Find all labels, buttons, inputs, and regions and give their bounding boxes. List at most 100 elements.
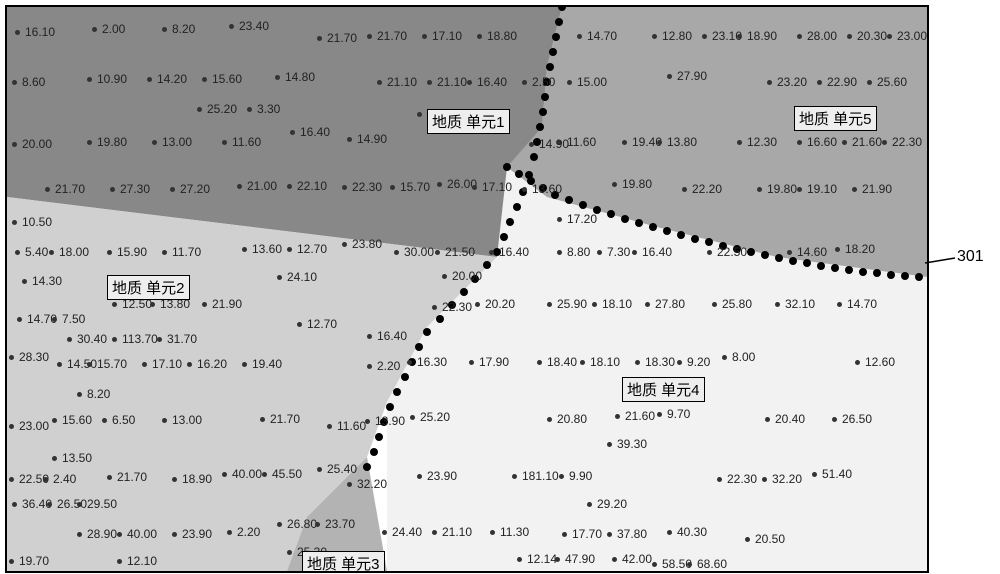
data-point: 9.90 — [569, 469, 592, 483]
boundary-dot — [775, 254, 783, 262]
boundary-dot — [901, 272, 909, 280]
boundary-dot — [515, 170, 523, 178]
data-point: 10.90 — [97, 72, 127, 86]
data-point: 23.20 — [777, 75, 807, 89]
data-point: 15.60 — [212, 72, 242, 86]
boundary-dot — [887, 271, 895, 279]
data-point: 18.20 — [845, 242, 875, 256]
data-point: 12.30 — [747, 135, 777, 149]
data-point: 10.50 — [22, 215, 52, 229]
data-point: 25.80 — [722, 297, 752, 311]
data-point: 25.20 — [207, 102, 237, 116]
data-point: 19.80 — [767, 182, 797, 196]
data-point: 39.30 — [617, 437, 647, 451]
boundary-dot — [747, 248, 755, 256]
data-point: 13.80 — [667, 135, 697, 149]
data-point: 19.80 — [622, 177, 652, 191]
boundary-dot — [370, 448, 378, 456]
data-point: 2.20 — [377, 359, 400, 373]
boundary-dot — [831, 264, 839, 272]
data-point: 18.10 — [590, 355, 620, 369]
boundary-dot — [436, 315, 444, 323]
data-point: 32.20 — [357, 477, 387, 491]
data-point: 32.20 — [772, 472, 802, 486]
data-point: 17.20 — [567, 212, 597, 226]
data-point: 181.10 — [522, 469, 559, 483]
data-point: 7.30 — [607, 245, 630, 259]
region-label-5: 地质 单元5 — [794, 106, 877, 131]
data-point: 31.70 — [167, 332, 197, 346]
data-point: 22.10 — [297, 179, 327, 193]
data-point: 21.70 — [55, 182, 85, 196]
data-point: 22.30 — [352, 180, 382, 194]
data-point: 8.80 — [567, 245, 590, 259]
boundary-dot — [375, 433, 383, 441]
region-label-3: 地质 单元3 — [302, 551, 385, 573]
data-point: 40.00 — [127, 527, 157, 541]
data-point: 21.10 — [387, 75, 417, 89]
boundary-dot — [363, 463, 371, 471]
data-point: 22.50 — [717, 245, 747, 259]
data-point: 16.30 — [417, 355, 447, 369]
data-point: 51.40 — [822, 467, 852, 481]
data-point: 19.80 — [97, 135, 127, 149]
data-point: 14.90 — [357, 132, 387, 146]
data-point: 16.40 — [499, 245, 529, 259]
boundary-dot — [761, 251, 769, 259]
data-point: 25.20 — [420, 410, 450, 424]
data-point: 17.70 — [572, 527, 602, 541]
data-point: 42.00 — [622, 552, 652, 566]
boundary-dot — [555, 18, 563, 26]
data-point: 15.90 — [117, 245, 147, 259]
data-point: 32.10 — [785, 297, 815, 311]
boundary-dot — [579, 201, 587, 209]
data-point: 21.50 — [445, 245, 475, 259]
boundary-dot — [460, 288, 468, 296]
boundary-dot — [415, 343, 423, 351]
data-point: 24.40 — [392, 525, 422, 539]
data-point: 16.60 — [807, 135, 837, 149]
data-point: 28.30 — [19, 350, 49, 364]
boundary-dot — [705, 238, 713, 246]
data-point: 26.50 — [57, 497, 87, 511]
data-point: 6.50 — [112, 413, 135, 427]
boundary-dot — [503, 163, 511, 171]
data-point: 22.90 — [827, 75, 857, 89]
data-point: 26.80 — [287, 517, 317, 531]
data-point: 22.30 — [892, 135, 922, 149]
boundary-dot — [423, 328, 431, 336]
data-point: 37.80 — [617, 527, 647, 541]
data-point: 17.10 — [152, 357, 182, 371]
data-point: 21.00 — [247, 179, 277, 193]
data-point: 9.70 — [667, 407, 690, 421]
data-point: 21.90 — [212, 297, 242, 311]
data-point: 11.60 — [232, 135, 261, 149]
data-point: 25.60 — [877, 75, 907, 89]
data-point: 21.70 — [327, 31, 357, 45]
boundary-dot — [552, 33, 560, 41]
data-point: 40.30 — [677, 525, 707, 539]
data-point: 21.10 — [437, 75, 467, 89]
data-point: 16.40 — [642, 245, 672, 259]
data-point: 16.40 — [377, 329, 407, 343]
data-point: 26.50 — [842, 412, 872, 426]
boundary-dot — [549, 48, 557, 56]
boundary-dot — [663, 227, 671, 235]
data-point: 20.30 — [857, 29, 887, 43]
data-point: 21.70 — [270, 412, 300, 426]
data-point: 23.90 — [182, 527, 212, 541]
data-point: 17.10 — [432, 29, 462, 43]
data-point: 12.14 — [527, 552, 557, 566]
data-point: 11.60 — [567, 135, 596, 149]
data-point: 20.80 — [557, 412, 587, 426]
data-point: 7.50 — [62, 312, 85, 326]
data-point: 14.80 — [285, 70, 315, 84]
boundary-dot — [393, 388, 401, 396]
boundary-dot — [691, 235, 699, 243]
data-point: 13.00 — [162, 135, 192, 149]
data-point: 8.20 — [172, 22, 195, 36]
boundary-dot — [817, 262, 825, 270]
data-point: 2.50 — [532, 75, 555, 89]
boundary-dot — [483, 261, 491, 269]
region-label-4: 地质 单元4 — [622, 377, 705, 402]
